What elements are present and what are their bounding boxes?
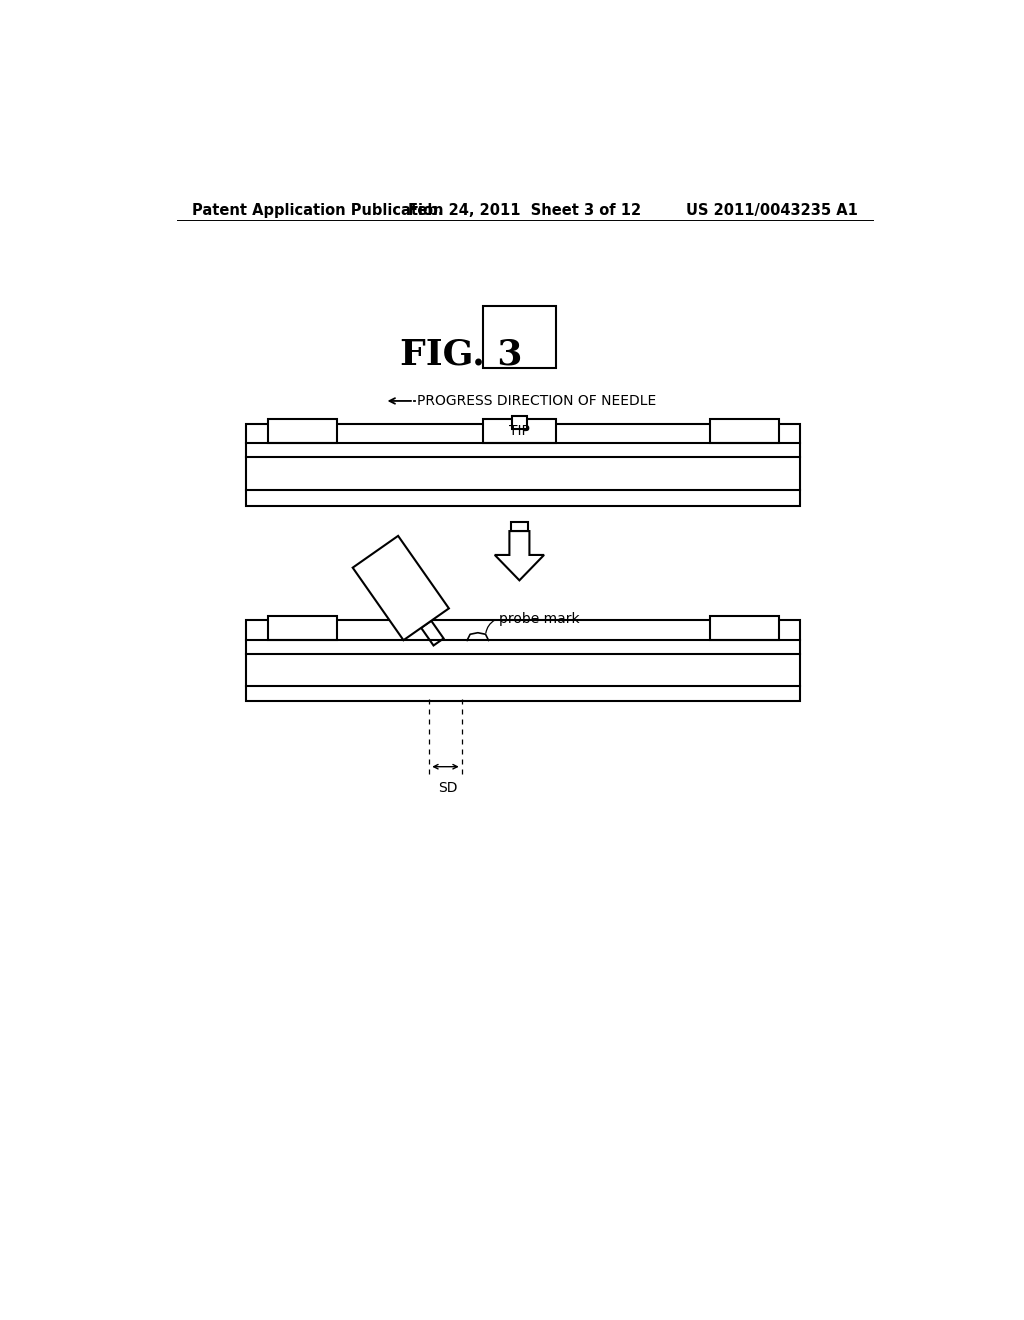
Bar bbox=[511, 521, 528, 531]
Text: PROGRESS DIRECTION OF NEEDLE: PROGRESS DIRECTION OF NEEDLE bbox=[417, 393, 656, 408]
Bar bbox=[246, 620, 801, 701]
Text: probe mark: probe mark bbox=[499, 612, 580, 626]
Bar bbox=[483, 418, 556, 444]
Text: Patent Application Publication: Patent Application Publication bbox=[193, 203, 443, 218]
Bar bbox=[710, 615, 779, 640]
Bar bbox=[267, 615, 337, 640]
Bar bbox=[246, 424, 801, 507]
Bar bbox=[483, 306, 556, 368]
Bar bbox=[710, 418, 779, 444]
Bar bbox=[352, 536, 449, 640]
Text: TIP: TIP bbox=[509, 424, 529, 438]
Bar bbox=[267, 418, 337, 444]
Text: Feb. 24, 2011  Sheet 3 of 12: Feb. 24, 2011 Sheet 3 of 12 bbox=[409, 203, 641, 218]
Bar bbox=[421, 620, 443, 645]
Text: FIG. 3: FIG. 3 bbox=[400, 338, 523, 372]
Polygon shape bbox=[495, 531, 544, 581]
Text: US 2011/0043235 A1: US 2011/0043235 A1 bbox=[685, 203, 857, 218]
Bar bbox=[512, 416, 527, 429]
Text: SD: SD bbox=[438, 780, 458, 795]
